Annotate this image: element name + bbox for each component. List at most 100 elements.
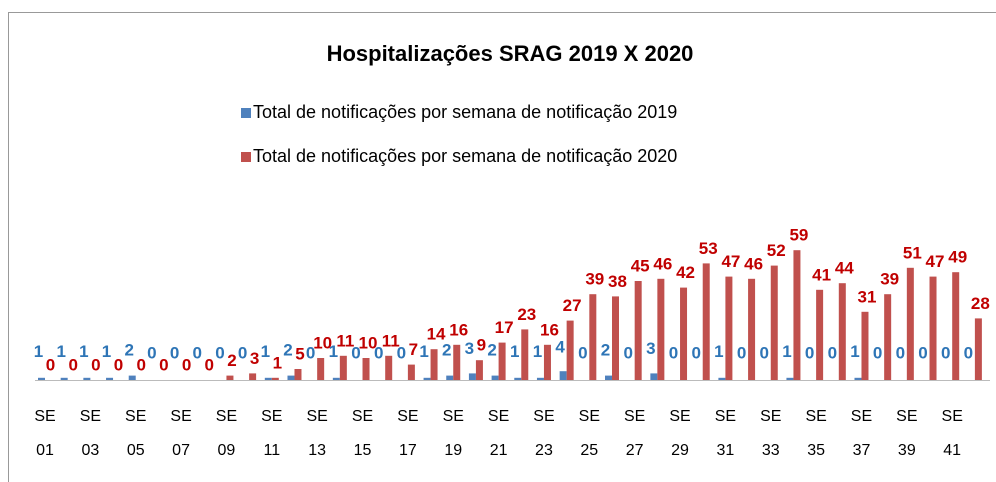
legend-label: Total de notificações por semana de noti… (253, 102, 677, 122)
data-label: 0 (182, 355, 191, 374)
x-tick-label: SE 11 (261, 408, 283, 459)
bar (612, 296, 619, 380)
data-label: 47 (926, 252, 945, 271)
bar (929, 276, 937, 380)
data-label: 1 (714, 342, 723, 361)
data-label: 28 (971, 294, 990, 313)
x-tick-label: SE 37 (850, 408, 873, 459)
data-label: 31 (858, 287, 877, 306)
data-label: 53 (699, 239, 718, 258)
bar (226, 375, 234, 380)
data-label: 46 (653, 254, 672, 273)
data-label: 2 (283, 340, 292, 359)
data-label: 14 (427, 325, 446, 344)
data-label: 0 (669, 343, 678, 362)
bar (339, 355, 347, 380)
data-label: 1 (329, 342, 338, 361)
data-label: 0 (351, 343, 360, 362)
bar (521, 329, 529, 380)
bar (446, 375, 454, 380)
data-label: 0 (114, 355, 123, 374)
data-label: 1 (419, 342, 428, 361)
data-label: 0 (215, 343, 224, 362)
bar (60, 377, 68, 380)
bar (362, 358, 370, 380)
data-label: 0 (46, 355, 55, 374)
x-tick-label: SE 31 (714, 408, 737, 459)
bar (475, 360, 483, 380)
bar (589, 294, 597, 380)
data-label: 2 (124, 340, 133, 359)
legend-swatch (241, 108, 251, 118)
data-label: 0 (737, 343, 746, 362)
bar (83, 377, 91, 380)
x-tick-label: SE 13 (306, 408, 328, 459)
data-label: 0 (170, 343, 179, 362)
data-label: 59 (789, 226, 808, 245)
data-label: 0 (964, 343, 973, 362)
data-label: 1 (273, 353, 282, 372)
data-label: 38 (608, 272, 627, 291)
x-tick-label: SE 17 (397, 408, 419, 459)
data-label: 49 (948, 248, 967, 267)
x-tick-label: SE 25 (578, 408, 600, 459)
bar (294, 369, 302, 380)
bar (264, 377, 272, 380)
x-tick-label: SE 35 (805, 408, 827, 459)
x-tick-label: SE 15 (351, 408, 374, 459)
bar (816, 289, 824, 380)
bar (491, 375, 499, 380)
data-label: 2 (227, 351, 236, 370)
data-label: 23 (517, 305, 536, 324)
bar (38, 377, 45, 380)
data-label: 1 (79, 342, 88, 361)
data-label: 11 (336, 331, 354, 350)
data-label: 3 (250, 349, 259, 368)
bar (543, 344, 551, 380)
data-label: 11 (382, 331, 400, 350)
data-label: 1 (34, 342, 43, 361)
bar (838, 283, 846, 380)
data-label: 52 (767, 241, 786, 260)
bar (407, 364, 415, 380)
x-tick-label: SE 09 (215, 408, 238, 459)
bar (718, 377, 726, 380)
bar (453, 344, 461, 380)
chart-title: Hospitalizações SRAG 2019 X 2020 (327, 41, 694, 66)
x-tick-label: SE 05 (125, 408, 147, 459)
data-label: 0 (306, 343, 315, 362)
data-label: 0 (623, 343, 632, 362)
bar (974, 318, 982, 380)
data-label: 44 (835, 259, 854, 278)
bar (559, 371, 567, 380)
data-label: 0 (873, 343, 882, 362)
data-label: 0 (828, 343, 837, 362)
bar (605, 375, 612, 380)
bar (128, 375, 136, 380)
data-label: 1 (510, 342, 519, 361)
bar (906, 267, 914, 380)
data-label: 0 (941, 343, 950, 362)
bar (657, 278, 665, 380)
data-label: 0 (896, 343, 905, 362)
bar (514, 377, 522, 380)
data-label: 0 (397, 343, 406, 362)
bar (430, 349, 438, 380)
bar (287, 375, 295, 380)
data-label: 7 (409, 340, 418, 359)
bar (786, 377, 794, 380)
x-tick-label: SE 21 (487, 408, 510, 459)
data-label: 2 (601, 340, 610, 359)
data-label: 9 (477, 336, 486, 355)
data-label: 0 (205, 355, 214, 374)
data-label: 39 (880, 270, 899, 289)
data-label: 0 (691, 343, 700, 362)
bar (770, 265, 778, 380)
data-label: 0 (238, 343, 247, 362)
bar (385, 355, 393, 380)
data-label: 3 (646, 339, 655, 358)
bar (271, 377, 279, 380)
data-label: 2 (442, 340, 451, 359)
data-label: 0 (159, 355, 168, 374)
